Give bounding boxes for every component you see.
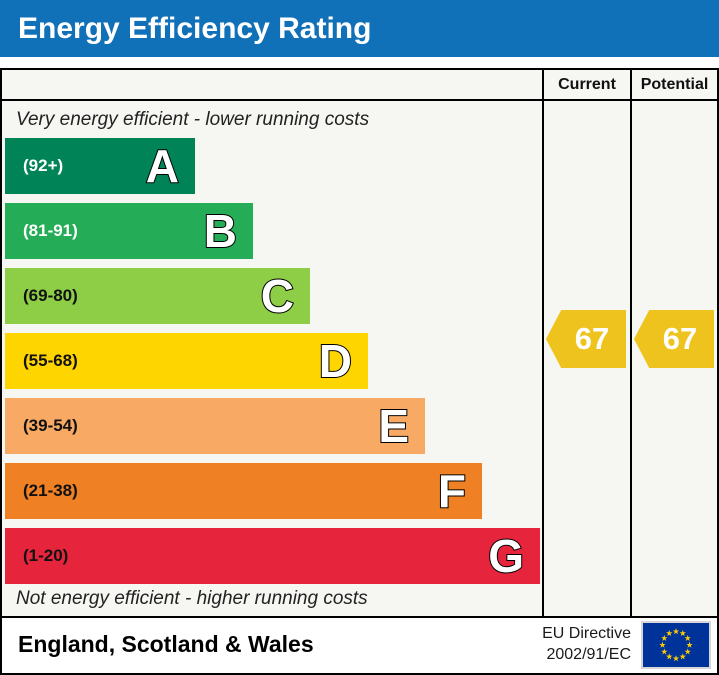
band-letter: C: [260, 269, 295, 323]
title-bar: Energy Efficiency Rating: [0, 0, 719, 57]
current-column-header: Current: [558, 75, 616, 93]
current-column-divider: [542, 70, 544, 616]
potential-column-divider: [630, 70, 632, 616]
potential-column-header: Potential: [640, 75, 709, 93]
band-bar-b: (81-91) B: [5, 203, 253, 259]
band-range-label: (69-80): [23, 286, 78, 305]
band-bar-c: (69-80) C: [5, 268, 310, 324]
top-caption: Very energy efficient - lower running co…: [16, 109, 370, 130]
band-letter: G: [487, 529, 525, 583]
band-letter: F: [437, 464, 467, 518]
band-letter: A: [145, 139, 180, 193]
band-range-label: (21-38): [23, 481, 78, 500]
page-title: Energy Efficiency Rating: [18, 11, 372, 45]
current-rating-arrow: 67: [546, 310, 626, 368]
band-range-label: (39-54): [23, 416, 78, 435]
eu-flag-svg: [643, 622, 709, 667]
band-letter: D: [318, 334, 353, 388]
band-range-label: (81-91): [23, 221, 78, 240]
chart-area: Current Potential Very energy efficient …: [2, 70, 717, 616]
region-label: England, Scotland & Wales: [18, 631, 314, 657]
footer: England, Scotland & Wales EU Directive 2…: [2, 616, 717, 671]
band-range-label: (1-20): [23, 546, 69, 565]
potential-rating-value: 67: [662, 321, 698, 356]
eu-directive-line2: 2002/91/EC: [546, 645, 631, 663]
band-range-label: (55-68): [23, 351, 78, 370]
band-bar-e: (39-54) E: [5, 398, 425, 454]
band-letter: E: [377, 399, 410, 453]
band-bar-g: (1-20) G: [5, 528, 540, 584]
band-bar-f: (21-38) F: [5, 463, 482, 519]
band-range-label: (92+): [23, 156, 64, 175]
header-underline: [2, 99, 717, 101]
epc-chart: Current Potential Very energy efficient …: [0, 68, 719, 675]
eu-flag-icon: [641, 620, 711, 669]
band-bar-a: (92+) A: [5, 138, 195, 194]
eu-directive-text: EU Directive 2002/91/EC: [542, 624, 631, 666]
band-letter: B: [203, 204, 238, 258]
current-rating-value: 67: [574, 321, 610, 356]
bottom-caption: Not energy efficient - higher running co…: [16, 588, 368, 609]
eu-directive-line1: EU Directive: [542, 624, 631, 642]
potential-rating-arrow: 67: [634, 310, 714, 368]
band-bar-d: (55-68) D: [5, 333, 368, 389]
rating-bands: (92+) A (81-91) B (69-80) C (55-68) D (3…: [5, 138, 542, 593]
